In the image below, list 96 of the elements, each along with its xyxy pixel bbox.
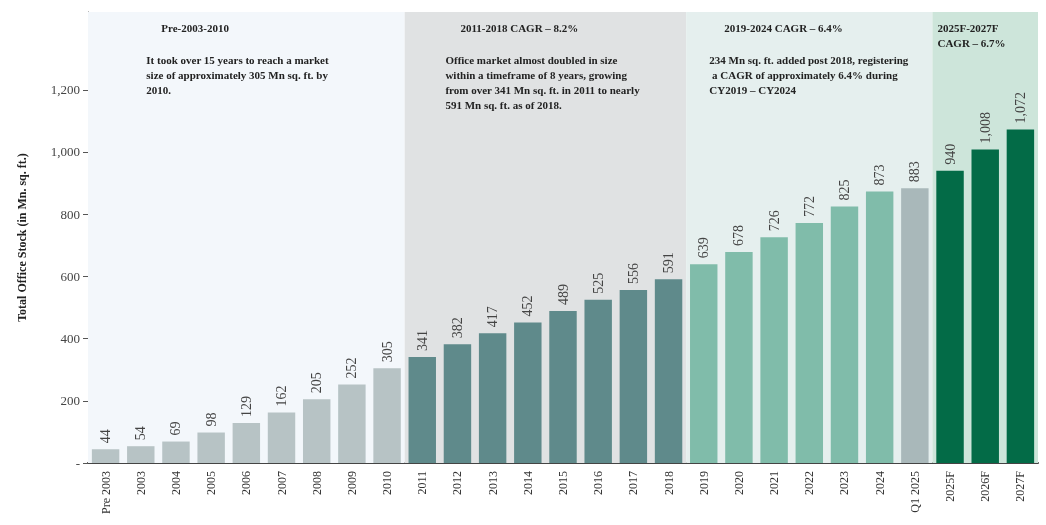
bar — [654, 279, 683, 463]
band-label: 2019-2024 CAGR – 6.4% — [724, 21, 843, 34]
data-label: 883 — [907, 161, 923, 183]
annotation: 234 Mn sq. ft. added post 2018, registering a CAGR of approximately 6.4% during CY2019 – CY2024 — [709, 53, 909, 96]
data-label: 525 — [590, 272, 606, 294]
y-tick-label: 200 — [60, 393, 80, 409]
data-label: 489 — [555, 283, 571, 305]
bar — [549, 310, 577, 463]
bar — [865, 191, 894, 463]
bar — [478, 333, 507, 463]
x-tick-label: 2008 — [309, 471, 324, 495]
x-tick-label: 2018 — [661, 471, 676, 495]
data-label: 825 — [836, 179, 852, 201]
band-label: 2025F-2027F CAGR – 6.7% — [937, 21, 1006, 49]
data-label: 1,072 — [1012, 92, 1028, 124]
data-label: 417 — [485, 306, 501, 328]
x-tick-label: 2015 — [556, 471, 570, 495]
data-label: 1,008 — [977, 111, 993, 144]
data-label: 556 — [625, 263, 641, 285]
annotation: It took over 15 years to reach a market size of approximately 305 Mn sq. ft. by 2010. — [146, 53, 332, 96]
bar — [162, 441, 190, 463]
x-tick-label: 2009 — [344, 471, 359, 495]
bar — [197, 432, 225, 463]
annotation: Office market almost doubled in size within a timeframe of 8 years, growing from over 341 Mn sq. ft. in 2011 to nearly 591 Mn sq. ft. as of 2018. — [445, 53, 643, 111]
x-tick-label: 2019 — [696, 471, 711, 495]
data-label: 873 — [872, 164, 888, 186]
y-tick-label: 1,200 — [50, 82, 80, 98]
bar — [232, 422, 261, 463]
band-label: Pre-2003-2010 — [161, 21, 230, 34]
y-tick-label: 800 — [60, 206, 80, 222]
x-tick-label: Q1 2025 — [907, 471, 922, 513]
bar — [619, 290, 648, 463]
bar — [584, 299, 612, 463]
bar — [408, 356, 436, 463]
bar — [971, 149, 999, 463]
data-label: 162 — [274, 385, 290, 407]
bar — [795, 222, 824, 463]
data-label: 69 — [168, 421, 184, 436]
bar — [302, 399, 331, 463]
x-tick-label: 2007 — [274, 471, 289, 495]
data-label: 54 — [133, 426, 149, 441]
x-tick-label: 2026F — [978, 470, 993, 502]
x-tick-label: 2020 — [731, 471, 746, 495]
y-tick-label: 1,000 — [50, 144, 80, 160]
data-label: 591 — [661, 252, 677, 274]
bar — [267, 412, 296, 463]
bar — [936, 170, 964, 463]
x-tick-label: 2006 — [239, 471, 254, 495]
x-tick-label: Pre 2003 — [98, 471, 113, 514]
x-tick-label: 2005 — [204, 471, 219, 495]
bar — [901, 188, 929, 463]
x-tick-label: 2004 — [168, 471, 183, 495]
data-label: 98 — [203, 412, 219, 427]
data-label: 452 — [520, 295, 536, 317]
bar — [338, 384, 366, 463]
bar — [443, 344, 472, 463]
bar — [725, 252, 753, 463]
bar — [760, 237, 788, 463]
bar — [514, 322, 542, 463]
x-tick-label: 2023 — [837, 471, 852, 495]
data-label: 678 — [731, 225, 747, 247]
bar — [1006, 129, 1035, 463]
x-tick-label: 2010 — [380, 471, 395, 495]
data-label: 305 — [379, 341, 395, 363]
x-tick-label: 2014 — [520, 471, 535, 495]
bar — [830, 206, 859, 463]
x-tick-label: 2013 — [485, 471, 500, 495]
data-label: 252 — [344, 357, 360, 379]
data-label: 639 — [696, 237, 712, 259]
y-axis-title: Total Office Stock (in Mn. sq. ft.) — [15, 153, 29, 322]
x-tick-label: 2027F — [1013, 470, 1028, 502]
data-label: 940 — [942, 143, 958, 165]
data-label: 382 — [449, 317, 465, 339]
bar — [690, 264, 718, 463]
bar — [91, 449, 120, 463]
bar — [373, 368, 401, 463]
band-label: 2011-2018 CAGR – 8.2% — [460, 21, 579, 34]
y-tick-label: 400 — [60, 331, 80, 347]
data-label: 205 — [309, 372, 325, 394]
data-label: 341 — [414, 329, 430, 351]
x-tick-label: 2022 — [802, 471, 817, 495]
data-label: 726 — [766, 210, 782, 232]
x-tick-label: 2003 — [133, 471, 148, 495]
x-tick-label: 2025F — [943, 470, 958, 502]
data-label: 772 — [801, 195, 817, 217]
data-label: 44 — [98, 429, 114, 444]
x-tick-label: 2017 — [626, 471, 641, 495]
x-tick-label: 2024 — [872, 471, 887, 495]
x-tick-label: 2016 — [591, 471, 606, 495]
y-tick-label: - — [75, 455, 80, 471]
x-tick-label: 2021 — [767, 471, 782, 495]
data-label: 129 — [238, 395, 254, 417]
x-tick-label: 2011 — [415, 471, 430, 495]
bar — [127, 446, 155, 463]
x-tick-label: 2012 — [450, 471, 465, 495]
y-tick-label: 600 — [60, 268, 80, 284]
